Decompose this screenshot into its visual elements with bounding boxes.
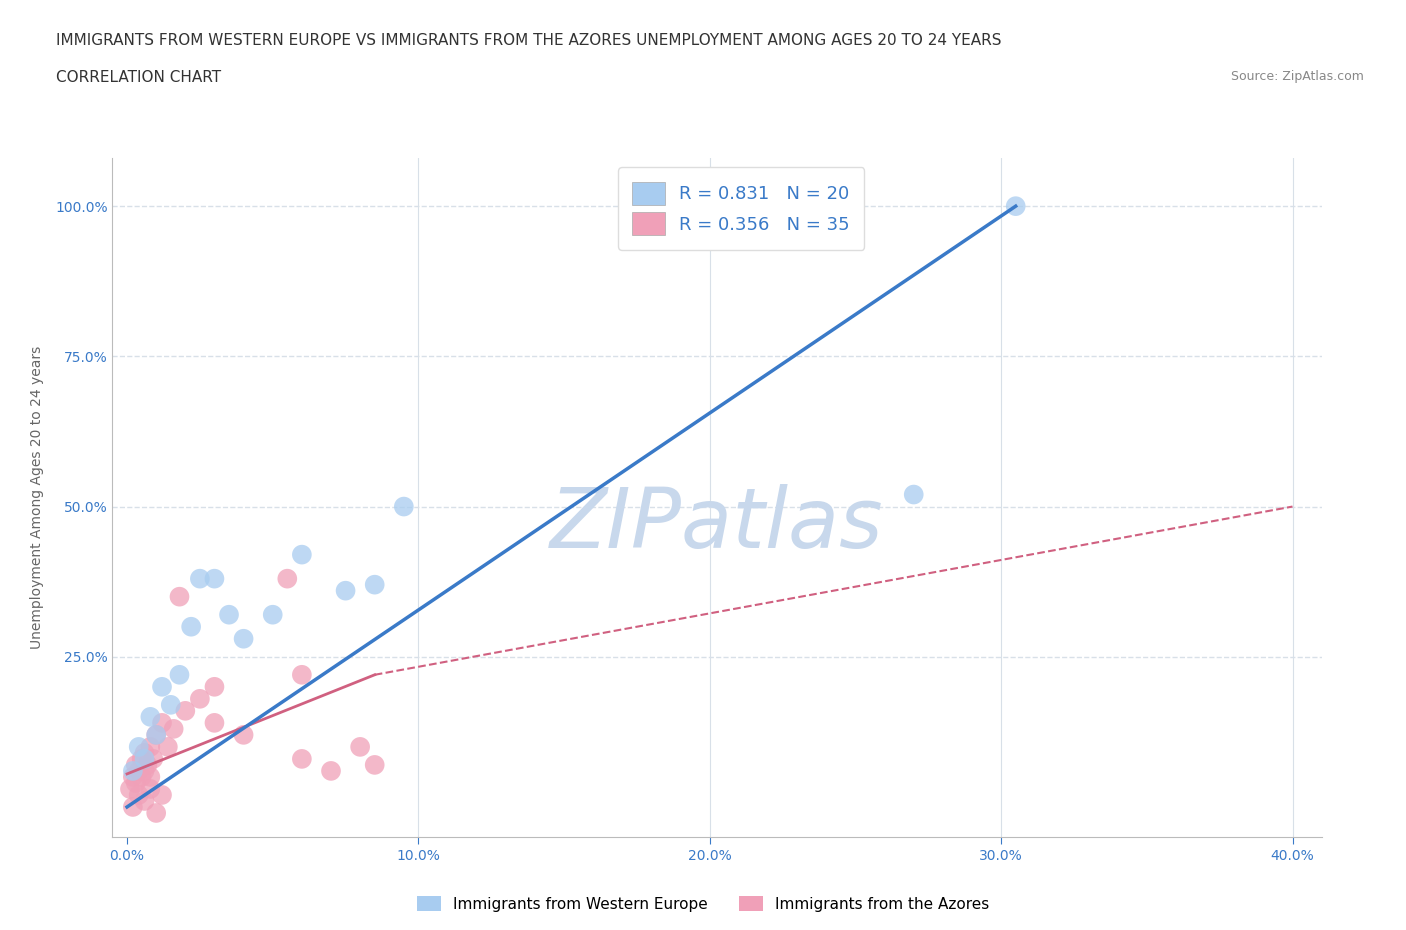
Point (134, 746, 156, 761)
Point (188, 691, 211, 706)
Point (122, 769, 145, 784)
Point (319, 764, 342, 778)
Point (131, 751, 153, 766)
Y-axis label: Unemployment Among Ages 20 to 24 years: Unemployment Among Ages 20 to 24 years (30, 346, 44, 649)
Point (150, 679, 173, 694)
Point (335, 583, 357, 598)
Point (150, 715, 173, 730)
Point (150, 788, 173, 803)
Point (291, 751, 314, 766)
Point (364, 757, 387, 772)
Point (204, 715, 226, 730)
Text: ZIPatlas: ZIPatlas (550, 485, 884, 565)
Point (125, 757, 148, 772)
Point (169, 668, 191, 683)
Point (349, 739, 371, 754)
Point (291, 547, 314, 562)
Point (276, 571, 298, 586)
Text: IMMIGRANTS FROM WESTERN EUROPE VS IMMIGRANTS FROM THE AZORES UNEMPLOYMENT AMONG : IMMIGRANTS FROM WESTERN EUROPE VS IMMIGR… (56, 33, 1001, 47)
Point (232, 727, 254, 742)
Point (204, 679, 226, 694)
Point (128, 788, 150, 803)
Point (139, 769, 162, 784)
Legend: R = 0.831   N = 20, R = 0.356   N = 35: R = 0.831 N = 20, R = 0.356 N = 35 (619, 167, 865, 249)
Point (142, 751, 165, 766)
Text: Source: ZipAtlas.com: Source: ZipAtlas.com (1230, 70, 1364, 83)
Point (364, 578, 387, 592)
Point (139, 781, 162, 796)
Point (134, 764, 156, 778)
Point (180, 619, 202, 634)
Point (134, 793, 156, 808)
Point (139, 739, 162, 754)
Point (262, 607, 284, 622)
Point (134, 751, 156, 766)
Point (131, 769, 153, 784)
Point (145, 727, 167, 742)
Point (156, 739, 179, 754)
Point (118, 781, 141, 796)
Legend: Immigrants from Western Europe, Immigrants from the Azores: Immigrants from Western Europe, Immigran… (411, 889, 995, 918)
Point (163, 722, 186, 737)
Point (174, 703, 197, 718)
Point (145, 805, 167, 820)
Point (159, 698, 181, 712)
Text: CORRELATION CHART: CORRELATION CHART (56, 70, 221, 85)
Point (291, 668, 314, 683)
Point (169, 590, 191, 604)
Point (128, 739, 150, 754)
Point (145, 727, 167, 742)
Point (125, 776, 148, 790)
Point (218, 607, 240, 622)
Point (1004, 199, 1026, 214)
Point (392, 499, 415, 514)
Point (122, 764, 145, 778)
Point (188, 571, 211, 586)
Point (139, 710, 162, 724)
Point (122, 800, 145, 815)
Point (232, 631, 254, 646)
Point (136, 757, 159, 772)
Point (128, 764, 150, 778)
Point (204, 571, 226, 586)
Point (903, 487, 925, 502)
